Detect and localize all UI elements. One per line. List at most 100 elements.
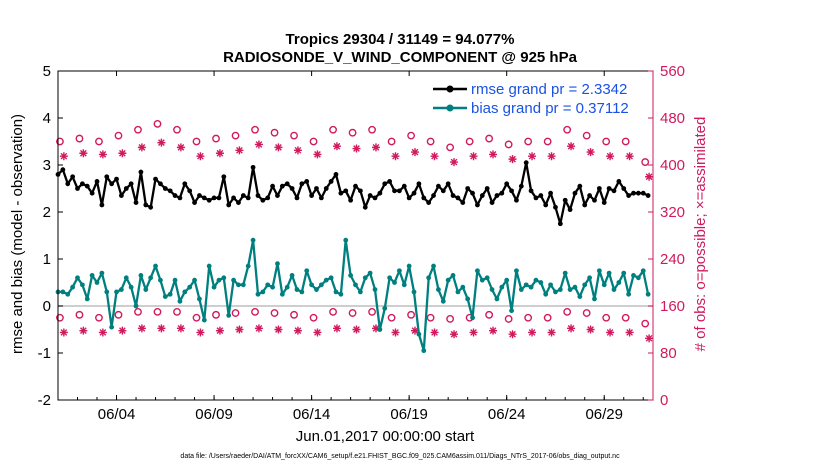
bias-series-point [279,291,285,297]
obs-assimilated-rmse-marker [196,152,205,161]
bias-series-point [436,287,441,292]
obs-assimilated-bias-marker [567,324,576,333]
rmse-series-point [645,193,651,198]
bias-series-point [635,275,641,281]
rmse-series-point [343,188,349,194]
rmse-series-point [640,190,646,196]
bias-series-point [411,289,417,295]
obs-assimilated-bias-marker [274,325,283,334]
bias-series-point [255,291,261,297]
obs-assimilated-rmse-marker [371,143,380,152]
rmse-series-point [265,195,271,201]
legend-rmse-marker [446,85,454,93]
bias-series-point [318,282,324,288]
y-tick-label: -2 [38,392,51,409]
chart-subtitle: RADIOSONDE_V_WIND_COMPONENT @ 925 hPa [223,49,578,66]
rmse-series-point [348,197,354,203]
bias-series-point [89,273,95,278]
x-tick-label: 06/04 [98,406,136,423]
y2-tick-label: 80 [660,345,677,362]
bias-series-point [84,296,90,302]
rmse-series-point [304,179,310,184]
bias-series-point [187,284,193,290]
bias-series-point [309,282,315,288]
obs-assimilated-rmse-marker [176,143,185,152]
obs-assimilated-bias-marker [59,328,68,337]
rmse-series-point [440,188,446,194]
bias-series-point [509,308,514,314]
obs-assimilated-bias-marker [625,328,634,337]
obs-assimilated-rmse-marker [567,142,576,151]
obs-possible-rmse-marker [504,140,513,149]
obs-assimilated-bias-marker [489,326,498,335]
rmse-series-point [479,193,485,198]
bias-series-point [562,270,568,276]
rmse-series-point [255,193,261,198]
bias-series-point [387,275,393,281]
obs-possible-bias-marker [56,313,64,322]
rmse-series-point [631,190,636,196]
rmse-series-point [611,188,617,194]
rmse-series-point [421,195,427,201]
bias-series-point [94,280,100,285]
obs-possible-rmse-marker [485,134,494,143]
bias-series-point [109,324,115,330]
rmse-series-point [377,190,383,196]
bias-series-point [557,287,563,292]
obs-possible-rmse-marker [524,137,533,146]
y2-axis-label: # of obs: o=possible; ×=assimilated [692,117,709,352]
bias-series-point [567,287,573,292]
rmse-series-point [192,200,197,206]
bias-series-point [60,289,66,295]
y2-tick-label: 160 [660,298,685,315]
obs-assimilated-rmse-marker [606,152,615,161]
rmse-series-point [557,221,563,227]
rmse-series-point [153,176,158,182]
obs-assimilated-rmse-marker [352,144,361,153]
rmse-series-point [182,181,188,187]
obs-assimilated-bias-marker [157,324,166,333]
bias-series-point [148,275,154,281]
bias-series-point [123,275,129,281]
bias-series-point [431,263,436,269]
y-tick-label: 1 [43,251,51,268]
rmse-series-point [538,193,544,198]
bias-series-point [299,289,305,295]
obs-assimilated-bias-marker [469,328,478,337]
rmse-series-point [114,176,119,182]
rmse-series-point [231,195,236,201]
rmse-series-point [206,197,212,203]
rmse-series-point [94,179,100,184]
bias-series-point [514,268,519,274]
obs-assimilated-rmse-marker [98,150,107,159]
obs-assimilated-rmse-marker [254,140,263,149]
obs-possible-bias-marker [641,319,650,328]
rmse-series-point [167,188,173,194]
bias-series-point [250,237,256,243]
rmse-series-point [275,193,280,198]
rmse-series-point [460,200,466,206]
rmse-series-point [465,186,471,191]
bias-series-point [543,291,549,297]
bias-series-point [504,277,510,283]
rmse-series-point [143,202,149,208]
bias-series-point [133,303,139,309]
rmse-series-line [57,161,649,225]
bias-series-point [275,261,280,267]
bias-series-point [553,289,558,295]
bias-series-point [172,277,178,283]
rmse-series-point [128,181,134,187]
obs-possible-bias-marker [95,313,103,322]
rmse-series-point [104,174,110,180]
bias-series-point [240,282,246,288]
rmse-series-point [401,183,407,189]
bias-series-point [216,277,222,283]
obs-assimilated-bias-marker [430,328,439,337]
obs-assimilated-rmse-marker [235,146,244,155]
rmse-series-point [333,172,339,177]
rmse-series-point [245,195,251,201]
rmse-series-point [70,174,76,180]
y-tick-label: -1 [38,345,51,362]
bias-series-point [328,275,334,281]
